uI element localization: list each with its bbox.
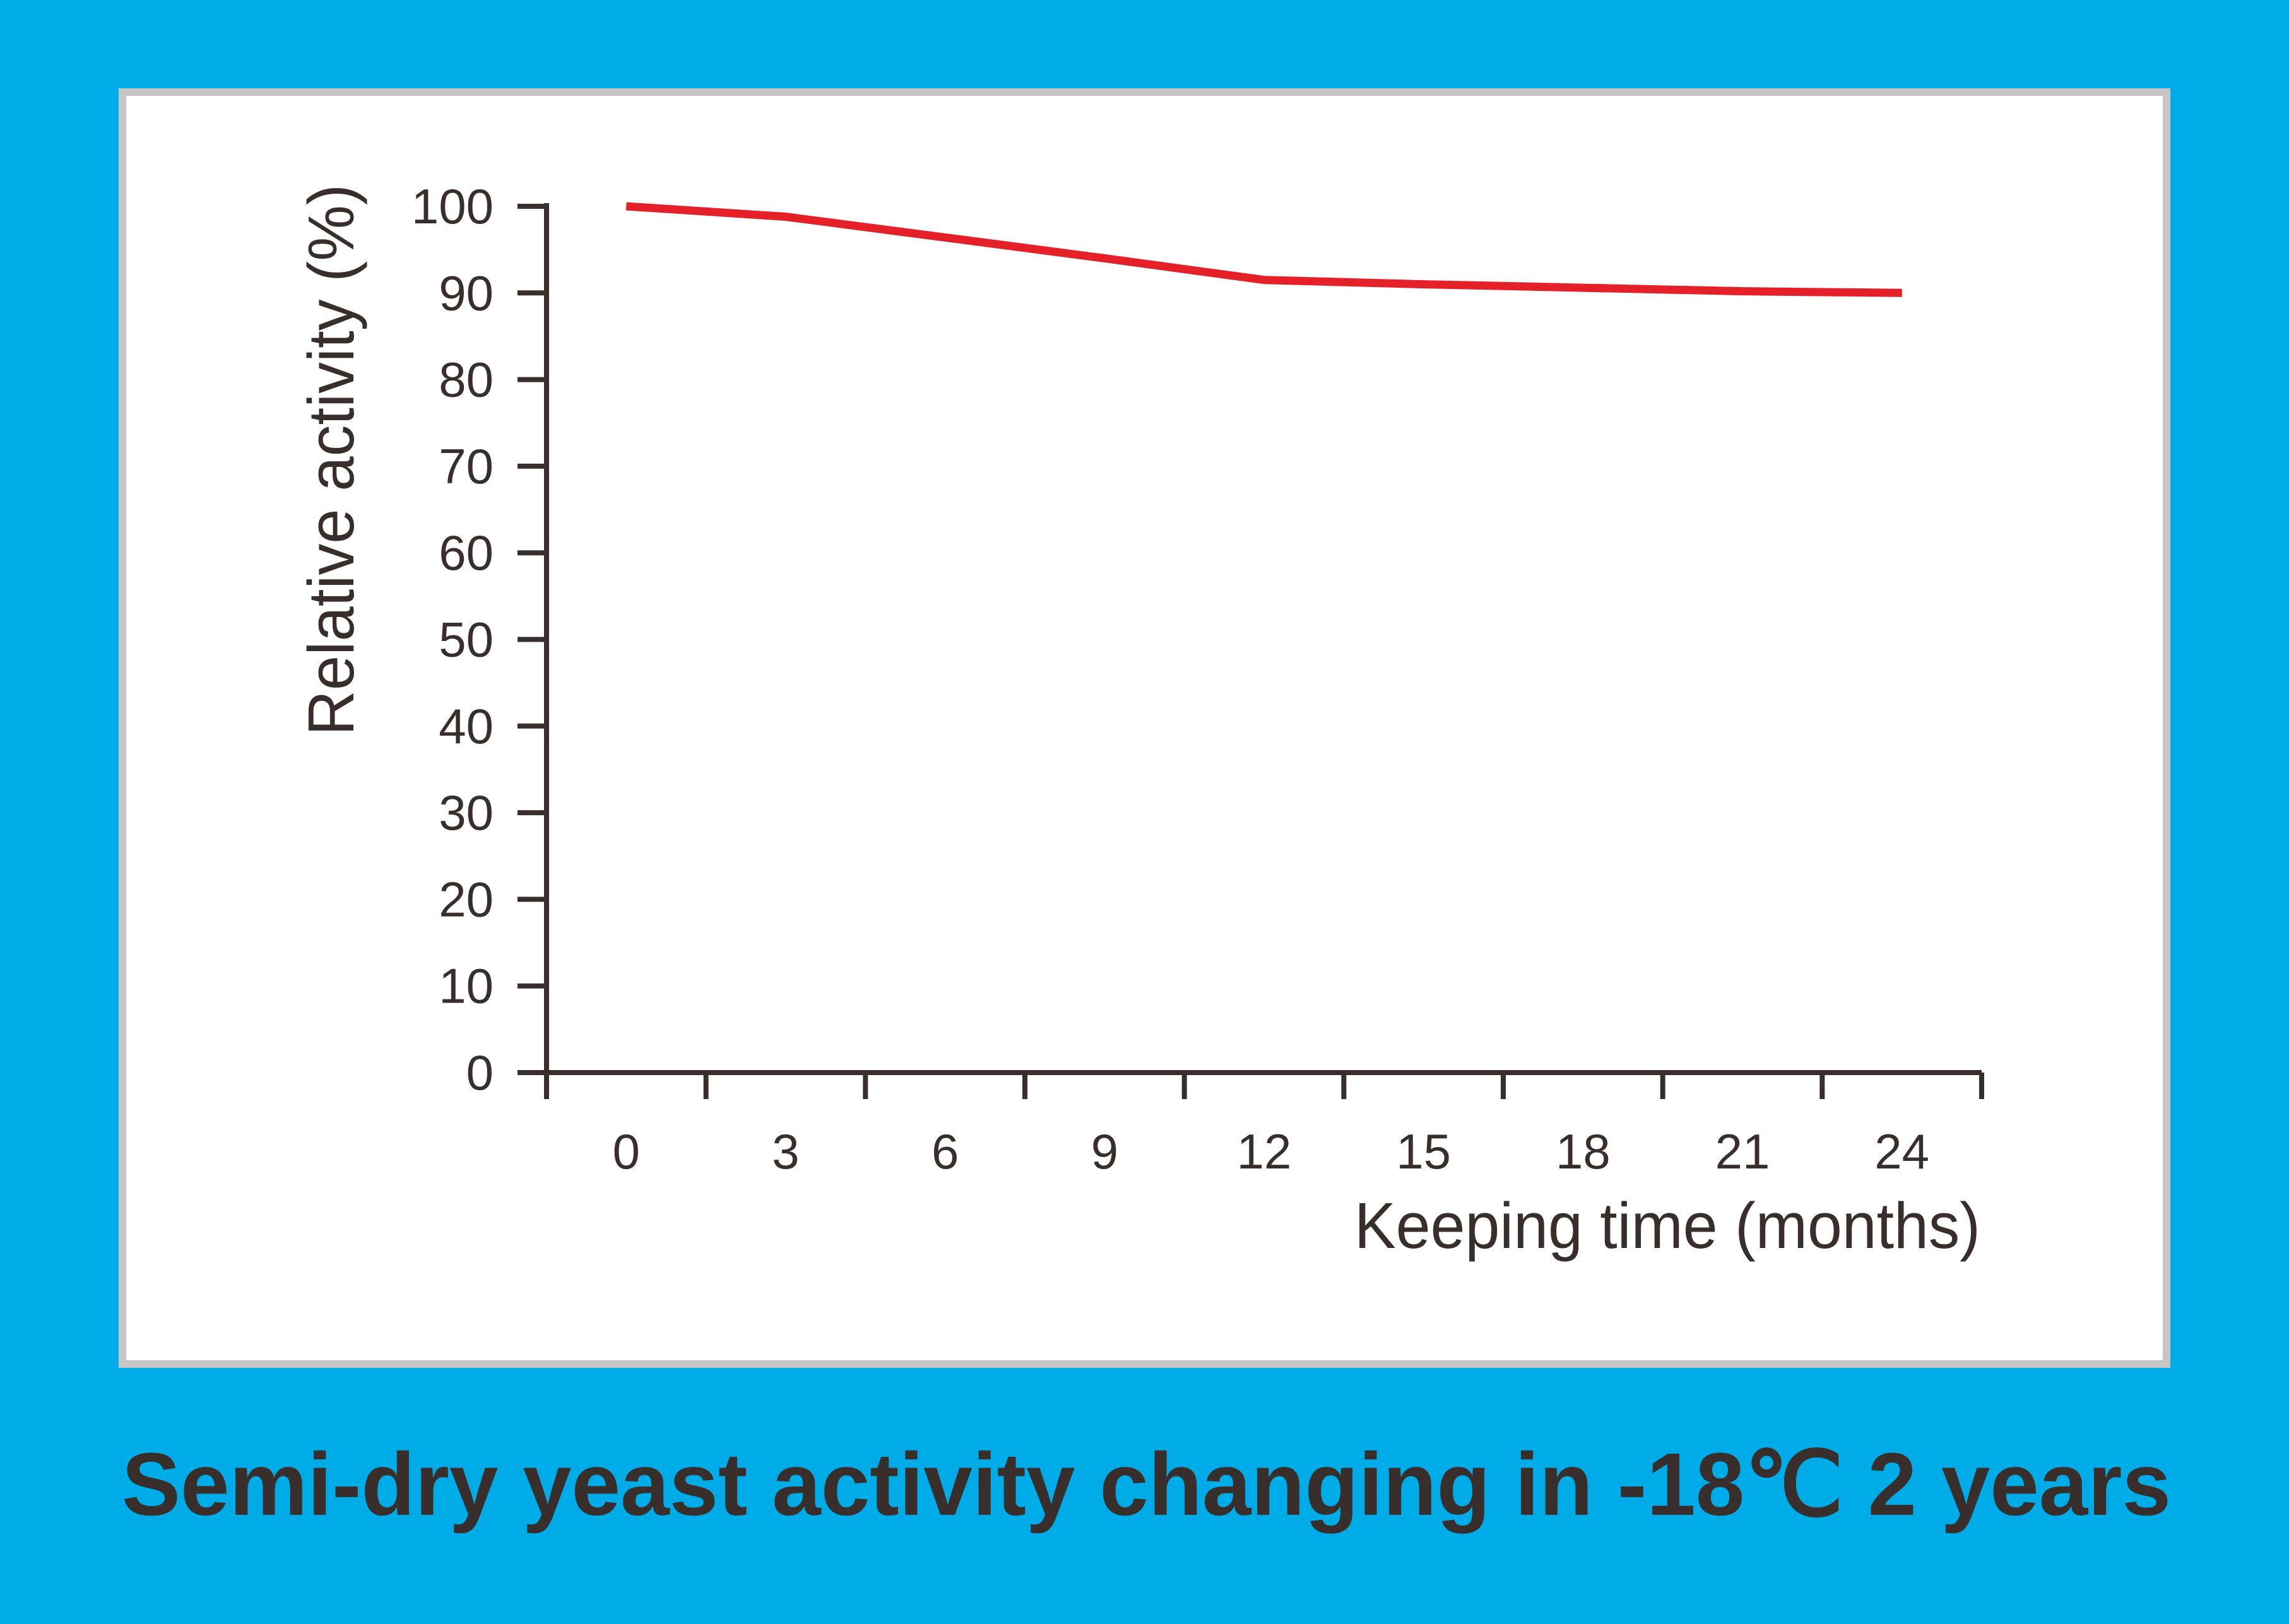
y-tick-label: 40	[439, 698, 494, 754]
x-axis-title: Keeping time (months)	[1354, 1189, 1980, 1262]
x-tick-label: 24	[1874, 1124, 1929, 1179]
y-tick-label: 30	[439, 785, 494, 840]
y-axis-tick-labels: 0 10 20 30 40 50 60 70 80 90 100	[411, 179, 494, 1100]
x-tick-label: 18	[1556, 1124, 1611, 1179]
x-tick-label: 12	[1237, 1124, 1292, 1179]
y-tick-label: 20	[439, 871, 494, 927]
x-tick-label: 9	[1091, 1124, 1118, 1179]
x-tick-label: 3	[772, 1124, 799, 1179]
figure-caption: Semi-dry yeast activity changing in -18℃…	[122, 1434, 2171, 1534]
x-tick-label: 21	[1715, 1124, 1770, 1179]
x-axis-ticks	[544, 1073, 1984, 1099]
x-tick-label: 6	[932, 1124, 959, 1179]
y-tick-label: 10	[439, 958, 494, 1014]
y-tick-label: 50	[439, 612, 494, 668]
y-axis-ticks	[518, 204, 547, 1075]
y-axis-title: Relative activity (%)	[295, 184, 367, 736]
chart-panel	[119, 88, 2170, 1368]
series-line-semi-dry-yeast	[625, 202, 1902, 297]
x-axis-tick-labels: 0 3 6 9 12 15 18 21 24	[613, 1124, 1929, 1179]
y-tick-label: 80	[439, 352, 494, 408]
y-tick-label: 90	[439, 265, 494, 321]
x-tick-label: 15	[1396, 1124, 1451, 1179]
y-tick-label: 60	[439, 525, 494, 580]
y-tick-label: 70	[439, 438, 494, 494]
x-tick-label: 0	[613, 1124, 640, 1179]
axes	[544, 203, 1982, 1099]
y-tick-label: 100	[411, 179, 494, 234]
y-tick-label: 0	[466, 1045, 494, 1100]
